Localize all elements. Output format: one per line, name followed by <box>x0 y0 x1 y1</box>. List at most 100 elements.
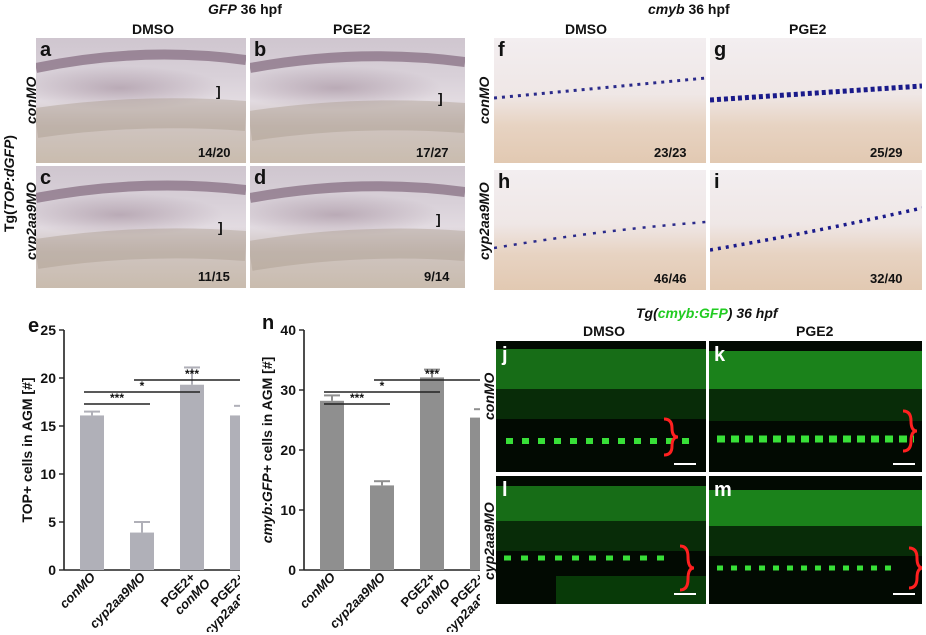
count-h: 46/46 <box>654 271 687 286</box>
y-tick-label: 20 <box>40 370 56 386</box>
panel-c-image: ] <box>36 166 246 288</box>
panel-j-image <box>496 341 706 472</box>
fluorescence-j <box>496 349 706 465</box>
bar <box>130 532 154 570</box>
y-axis-label-italic: cmyb:GFP+ <box>259 465 275 543</box>
y-tick-label: 40 <box>280 322 296 338</box>
significance-label: *** <box>350 391 364 405</box>
bar <box>320 400 344 570</box>
count-b: 17/27 <box>416 145 449 160</box>
svg-text:]: ] <box>438 90 443 106</box>
gfp2-row-conmo: conMO <box>481 372 497 420</box>
count-g: 25/29 <box>870 145 903 160</box>
tg2-suffix: ) 36 hpf <box>727 305 778 321</box>
svg-text:]: ] <box>218 219 223 235</box>
panel-h-image <box>494 170 706 290</box>
panel-l-image <box>496 476 706 604</box>
embryo-stain-f <box>494 76 706 100</box>
cmyb-stage: 36 hpf <box>684 1 730 17</box>
tg-prefix: Tg( <box>1 210 17 232</box>
y-tick-label: 20 <box>280 442 296 458</box>
chart-n: 0 10 20 30 40 cmyb:GFP+ cells in AGM [#] conMO… <box>259 322 480 632</box>
bar <box>370 485 394 570</box>
cmyb-row-conmo: conMO <box>476 76 492 124</box>
panel-m-image <box>709 476 922 604</box>
significance-label: *** <box>110 391 124 405</box>
embryo-trunk-b: ] <box>250 51 465 141</box>
panel-letter-l: l <box>502 479 508 501</box>
panel-letter-h: h <box>498 171 511 193</box>
cmyb-gene-name: cmyb <box>648 1 685 17</box>
panel-letter-m: m <box>714 479 732 501</box>
y-tick-label: 0 <box>48 562 56 578</box>
cmyb-col-pge2: PGE2 <box>789 21 827 37</box>
panel-letter-b: b <box>254 39 267 61</box>
cmyb-row-cyp2aa9mo: cyp2aa9MO <box>476 182 492 260</box>
tg2-construct: cmyb:GFP <box>657 305 728 321</box>
gfp2-col-dmso: DMSO <box>583 323 625 339</box>
significance-label: *** <box>425 367 439 381</box>
embryo-stain-i <box>710 206 922 252</box>
bar <box>180 384 204 570</box>
panel-letter-j: j <box>502 344 508 366</box>
category-label: conMO <box>56 570 98 612</box>
y-tick-label: 0 <box>288 562 296 578</box>
significance-label: *** <box>185 367 199 381</box>
panel-f-image <box>494 38 706 163</box>
significance-label: * <box>380 379 385 393</box>
panel-letter-f: f <box>498 39 505 61</box>
category-line1: conMO <box>296 570 338 612</box>
panel-letter-a: a <box>40 39 52 61</box>
embryo-trunk-c: ] <box>36 180 246 269</box>
gfp-col-dmso: DMSO <box>132 21 174 37</box>
y-tick-label: 25 <box>40 322 56 338</box>
panel-letter-i: i <box>714 171 720 193</box>
count-c: 11/15 <box>198 269 230 284</box>
bar <box>230 415 240 570</box>
fluorescence-l <box>496 486 706 604</box>
gfp-stage: 36 hpf <box>236 1 282 17</box>
panel-b-image: ] <box>250 38 465 163</box>
y-tick-label: 10 <box>40 466 56 482</box>
y-axis-label: cmyb:GFP+ cells in AGM [#] <box>259 357 275 544</box>
fluorescence-m <box>709 490 922 595</box>
panel-letter-c: c <box>40 167 52 189</box>
tg-construct: TOP:dGFP <box>1 139 17 211</box>
category-label: conMO <box>296 570 338 612</box>
svg-text:]: ] <box>216 83 221 99</box>
embryo-trunk-d: ] <box>250 181 465 271</box>
fluorescence-k <box>709 351 922 465</box>
tg-suffix: ) <box>1 135 17 140</box>
cmyb-col-dmso: DMSO <box>565 21 607 37</box>
count-a: 14/20 <box>198 145 231 160</box>
cmyb-section-title: cmyb 36 hpf <box>648 2 730 16</box>
chart-e-letter: e <box>28 315 40 337</box>
panel-i-image <box>710 170 922 290</box>
gfp-col-pge2: PGE2 <box>333 21 371 37</box>
count-f: 23/23 <box>654 145 687 160</box>
gfp2-col-pge2: PGE2 <box>796 323 834 339</box>
svg-text:]: ] <box>436 211 441 227</box>
y-tick-label: 10 <box>280 502 296 518</box>
chart-n-letter: n <box>262 312 275 334</box>
significance-label: * <box>140 379 145 393</box>
y-tick-label: 30 <box>280 382 296 398</box>
panel-letter-d: d <box>254 167 267 189</box>
gfp-row-axis-label: Tg(TOP:dGFP) <box>1 135 17 232</box>
embryo-trunk-a: ] <box>36 49 246 138</box>
panel-d-image: ] <box>250 166 465 288</box>
bar <box>420 377 444 570</box>
y-axis-label: TOP+ cells in AGM [#] <box>19 377 35 522</box>
y-tick-label: 5 <box>48 514 56 530</box>
panel-a-image: ] <box>36 38 246 163</box>
panel-k-image <box>709 341 922 472</box>
panel-g-image <box>710 38 922 163</box>
gfp-section-title: GFP 36 hpf <box>208 2 282 16</box>
gfp-transgenic-title: Tg(cmyb:GFP) 36 hpf <box>636 306 778 320</box>
y-axis-label-rest: cells in AGM [#] <box>259 357 275 465</box>
panel-letter-g: g <box>714 39 727 61</box>
embryo-stain-g <box>710 83 922 103</box>
category-line1: conMO <box>56 570 98 612</box>
